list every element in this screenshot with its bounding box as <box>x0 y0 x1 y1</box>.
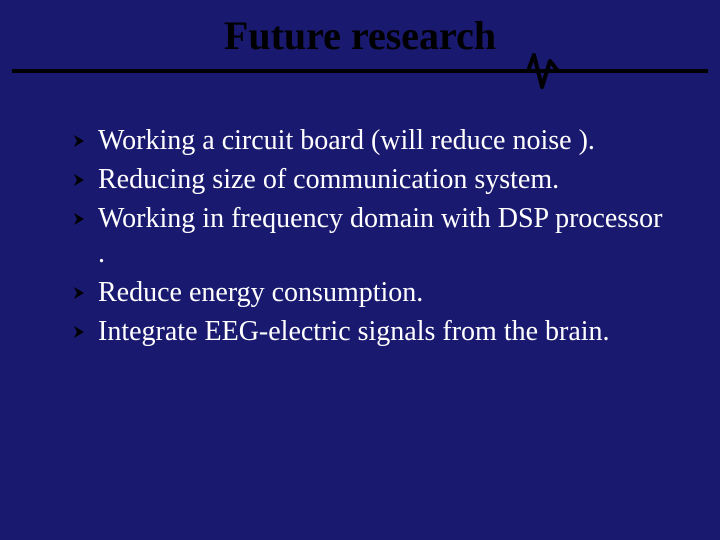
list-item: Reducing size of communication system. <box>72 162 672 197</box>
chevron-right-icon <box>72 211 90 229</box>
list-item-text: Reducing size of communication system. <box>98 162 672 197</box>
slide: Future research Working a circuit board … <box>0 0 720 540</box>
title-underline <box>12 69 708 73</box>
list-item: Working in frequency domain with DSP pro… <box>72 201 672 271</box>
list-item-text: Reduce energy consumption. <box>98 275 672 310</box>
bullet-list: Working a circuit board (will reduce noi… <box>0 113 720 349</box>
chevron-right-icon <box>72 133 90 151</box>
chevron-right-icon <box>72 285 90 303</box>
list-item: Reduce energy consumption. <box>72 275 672 310</box>
heartbeat-icon <box>510 51 590 91</box>
chevron-right-icon <box>72 324 90 342</box>
list-item: Working a circuit board (will reduce noi… <box>72 123 672 158</box>
list-item-text: Integrate EEG-electric signals from the … <box>98 314 672 349</box>
slide-title: Future research <box>0 0 720 63</box>
title-underline-area <box>0 63 720 113</box>
list-item-text: Working in frequency domain with DSP pro… <box>98 201 672 271</box>
list-item-text: Working a circuit board (will reduce noi… <box>98 123 672 158</box>
chevron-right-icon <box>72 172 90 190</box>
list-item: Integrate EEG-electric signals from the … <box>72 314 672 349</box>
